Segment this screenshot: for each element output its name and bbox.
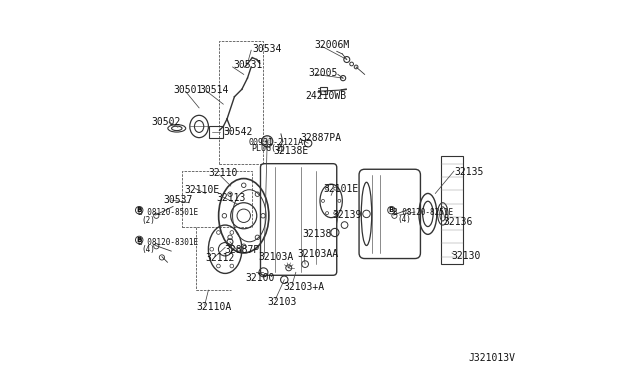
- Text: 32103AA: 32103AA: [298, 249, 339, 259]
- Text: 32112: 32112: [206, 253, 235, 263]
- Bar: [219, 41, 264, 164]
- Text: 32138: 32138: [303, 230, 332, 239]
- Text: B: B: [136, 207, 142, 213]
- Text: PLUG(1): PLUG(1): [251, 144, 286, 153]
- Bar: [209, 126, 223, 138]
- Text: 32110: 32110: [209, 168, 238, 178]
- Text: 30542: 30542: [223, 127, 253, 137]
- Text: B 08120-8501E: B 08120-8501E: [138, 208, 198, 217]
- Text: 32006M: 32006M: [315, 41, 350, 50]
- Text: 32005: 32005: [308, 68, 337, 78]
- Text: (2): (2): [141, 216, 156, 225]
- Text: 32110E: 32110E: [184, 185, 220, 195]
- Text: 30537: 30537: [164, 195, 193, 205]
- Text: 32110A: 32110A: [196, 302, 232, 312]
- Text: 30534: 30534: [252, 44, 282, 54]
- Text: (4): (4): [141, 246, 156, 254]
- Text: 32138E: 32138E: [273, 146, 308, 155]
- Text: J321013V: J321013V: [468, 353, 516, 363]
- Bar: [441, 156, 463, 264]
- Text: 32100: 32100: [246, 273, 275, 283]
- Bar: [182, 171, 252, 227]
- Text: 30501: 30501: [173, 86, 203, 95]
- Text: B 08120-8301E: B 08120-8301E: [138, 238, 198, 247]
- Text: 32139: 32139: [332, 210, 361, 220]
- Text: 32135: 32135: [454, 167, 484, 177]
- Text: 24210WB: 24210WB: [305, 91, 346, 101]
- Text: 32101E: 32101E: [323, 184, 358, 194]
- Text: B: B: [388, 207, 394, 213]
- Text: B 08120-8251E: B 08120-8251E: [394, 208, 453, 217]
- Text: 32136: 32136: [444, 217, 473, 227]
- Text: 00931-2121A: 00931-2121A: [248, 138, 303, 147]
- Text: 32887PA: 32887PA: [301, 134, 342, 143]
- Text: 30514: 30514: [200, 86, 229, 95]
- Text: 32103+A: 32103+A: [284, 282, 324, 292]
- Bar: [320, 87, 328, 94]
- Text: (4): (4): [397, 215, 411, 224]
- Text: 32103A: 32103A: [258, 253, 293, 262]
- Text: 32130: 32130: [451, 251, 480, 260]
- Text: 32113: 32113: [216, 193, 246, 203]
- Text: B: B: [136, 237, 142, 243]
- Text: 30531: 30531: [234, 60, 263, 70]
- Text: 30502: 30502: [151, 117, 180, 127]
- Text: 32887P: 32887P: [225, 246, 260, 255]
- Text: 32103: 32103: [267, 297, 296, 307]
